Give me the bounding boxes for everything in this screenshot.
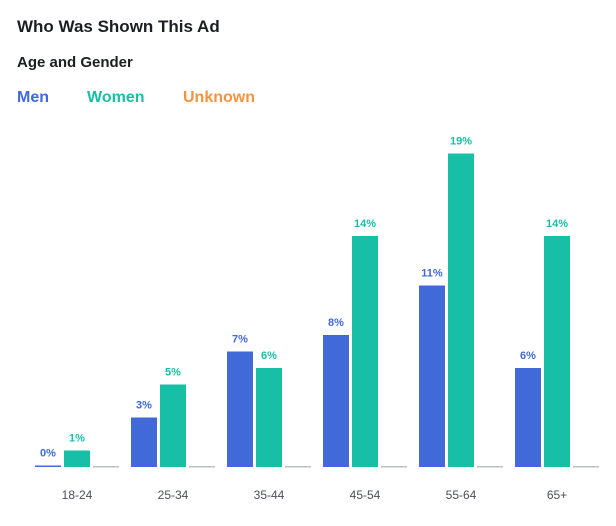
- bar-men-65+: [515, 368, 541, 467]
- data-label-women-45-54: 14%: [354, 218, 376, 230]
- bar-women-55-64: [448, 153, 474, 467]
- chart-title: Who Was Shown This Ad: [17, 17, 220, 36]
- legend-men: Men: [17, 89, 49, 106]
- bar-women-18-24: [64, 450, 90, 467]
- data-label-men-65+: 6%: [520, 350, 536, 362]
- data-label-men-35-44: 7%: [232, 334, 248, 346]
- bar-men-35-44: [227, 351, 253, 467]
- x-tick-label-65+: 65+: [547, 488, 567, 502]
- bar-women-65+: [544, 236, 570, 467]
- bar-women-35-44: [256, 368, 282, 467]
- data-label-women-25-34: 5%: [165, 367, 181, 379]
- bar-men-18-24: [35, 465, 61, 467]
- bar-men-55-64: [419, 285, 445, 467]
- bar-unknown-18-24: [93, 466, 119, 468]
- data-label-men-25-34: 3%: [136, 400, 152, 412]
- bar-women-45-54: [352, 236, 378, 467]
- data-label-women-35-44: 6%: [261, 350, 277, 362]
- x-tick-label-35-44: 35-44: [254, 488, 285, 502]
- chart-subtitle: Age and Gender: [17, 54, 133, 71]
- x-tick-label-55-64: 55-64: [446, 488, 477, 502]
- bar-unknown-35-44: [285, 466, 311, 468]
- bar-unknown-55-64: [477, 466, 503, 468]
- data-label-men-45-54: 8%: [328, 317, 344, 329]
- x-tick-label-45-54: 45-54: [350, 488, 381, 502]
- bar-men-25-34: [131, 417, 157, 467]
- bar-unknown-45-54: [381, 466, 407, 468]
- x-tick-label-25-34: 25-34: [158, 488, 189, 502]
- data-label-women-65+: 14%: [546, 218, 568, 230]
- bar-unknown-25-34: [189, 466, 215, 468]
- x-tick-label-18-24: 18-24: [62, 488, 93, 502]
- bar-unknown-65+: [573, 466, 599, 468]
- legend-unknown: Unknown: [183, 89, 255, 106]
- legend-women: Women: [87, 89, 145, 106]
- data-label-women-55-64: 19%: [450, 136, 472, 148]
- bar-men-45-54: [323, 335, 349, 467]
- bar-women-25-34: [160, 384, 186, 467]
- data-label-women-18-24: 1%: [69, 433, 85, 445]
- data-label-men-55-64: 11%: [421, 268, 443, 280]
- data-label-men-18-24: 0%: [40, 448, 56, 460]
